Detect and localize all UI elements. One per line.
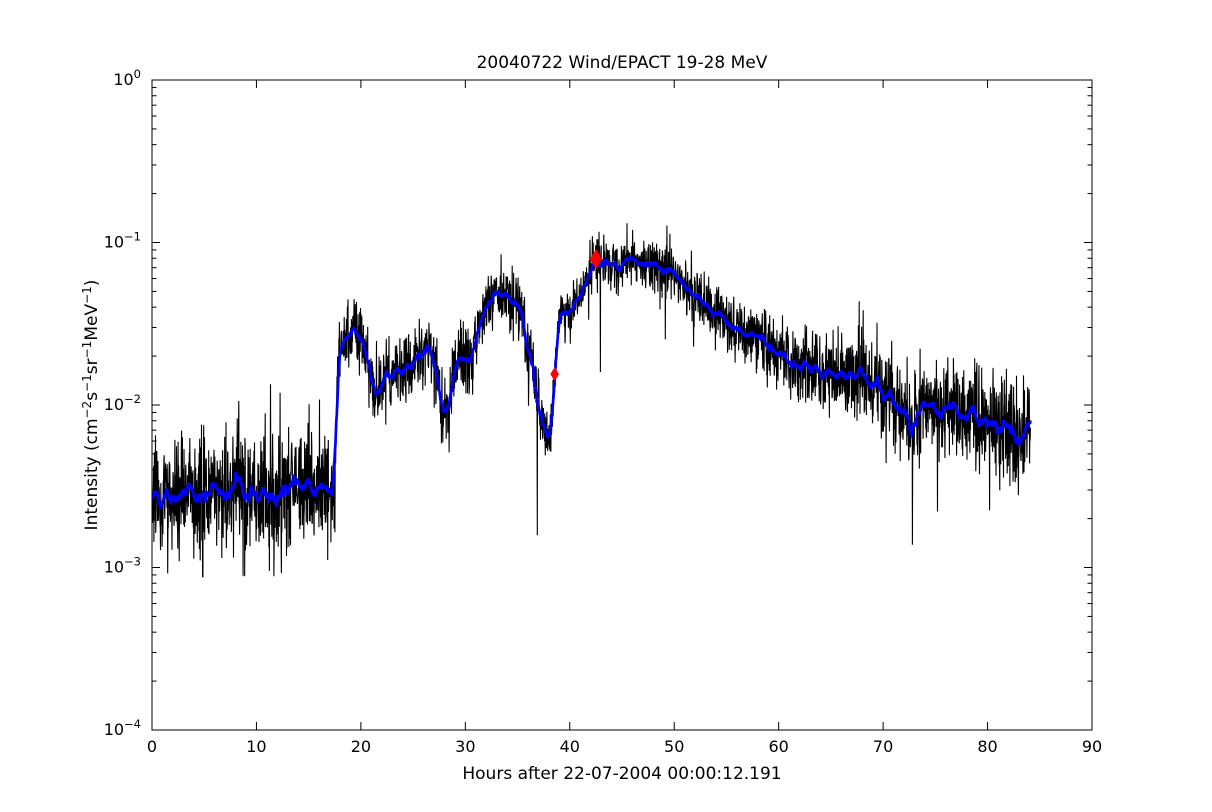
event-marker-diamond-2 bbox=[589, 249, 603, 270]
y-tick-label: 10−2 bbox=[104, 392, 141, 414]
y-tick-label: 100 bbox=[113, 67, 141, 89]
event-marker-layer bbox=[550, 249, 603, 382]
data-layer bbox=[152, 223, 1032, 578]
smoothed-intensity-line bbox=[152, 255, 1032, 510]
x-tick-label: 20 bbox=[351, 737, 371, 756]
x-tick-label: 70 bbox=[873, 737, 893, 756]
axes-layer: 0 10 20 30 40 50 60 70 80 90 100 10−1 10−2 10−3 10−4 bbox=[104, 67, 1102, 756]
x-tick-label: 90 bbox=[1082, 737, 1102, 756]
event-marker-diamond-1 bbox=[550, 367, 559, 382]
raw-intensity-line bbox=[152, 223, 1031, 578]
x-tick-label: 50 bbox=[664, 737, 684, 756]
x-tick-label: 80 bbox=[977, 737, 997, 756]
y-axis-label: Intensity (cm−2s−1sr−1MeV−1) bbox=[80, 280, 102, 531]
label-layer: 20040722 Wind/EPACT 19-28 MeV Hours afte… bbox=[80, 53, 782, 784]
y-tick-label: 10−4 bbox=[104, 717, 141, 739]
x-tick-label: 30 bbox=[455, 737, 475, 756]
y-tick-label: 10−1 bbox=[104, 230, 141, 252]
x-axis-label: Hours after 22-07-2004 00:00:12.191 bbox=[462, 764, 781, 784]
chart-title: 20040722 Wind/EPACT 19-28 MeV bbox=[477, 53, 768, 73]
x-tick-label: 0 bbox=[147, 737, 157, 756]
y-tick-label: 10−3 bbox=[104, 555, 141, 577]
x-tick-label: 60 bbox=[768, 737, 788, 756]
x-tick-label: 40 bbox=[560, 737, 580, 756]
x-tick-label: 10 bbox=[246, 737, 266, 756]
